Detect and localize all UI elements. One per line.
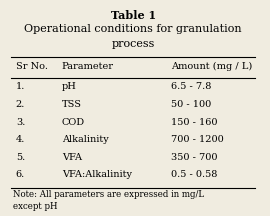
Text: TSS: TSS bbox=[62, 100, 82, 109]
Text: process: process bbox=[112, 39, 155, 49]
Text: 700 - 1200: 700 - 1200 bbox=[171, 135, 224, 144]
Text: VFA:Alkalinity: VFA:Alkalinity bbox=[62, 170, 132, 179]
Text: Sr No.: Sr No. bbox=[16, 62, 48, 71]
Text: Operational conditions for granulation: Operational conditions for granulation bbox=[24, 24, 242, 34]
Text: 6.: 6. bbox=[16, 170, 25, 179]
Text: 2.: 2. bbox=[16, 100, 25, 109]
Text: Note: All parameters are expressed in mg/L
except pH: Note: All parameters are expressed in mg… bbox=[13, 190, 204, 211]
Text: Amount (mg / L): Amount (mg / L) bbox=[171, 62, 253, 71]
Text: Alkalinity: Alkalinity bbox=[62, 135, 109, 144]
Text: 6.5 - 7.8: 6.5 - 7.8 bbox=[171, 82, 212, 91]
Text: Table 1: Table 1 bbox=[110, 10, 156, 21]
Text: 150 - 160: 150 - 160 bbox=[171, 118, 218, 127]
Text: 3.: 3. bbox=[16, 118, 25, 127]
Text: VFA: VFA bbox=[62, 153, 82, 162]
Text: COD: COD bbox=[62, 118, 85, 127]
Text: 350 - 700: 350 - 700 bbox=[171, 153, 218, 162]
Text: 0.5 - 0.58: 0.5 - 0.58 bbox=[171, 170, 218, 179]
Text: 1.: 1. bbox=[16, 82, 25, 91]
Text: Parameter: Parameter bbox=[62, 62, 114, 71]
Text: 4.: 4. bbox=[16, 135, 25, 144]
Text: pH: pH bbox=[62, 82, 77, 91]
Text: 50 - 100: 50 - 100 bbox=[171, 100, 212, 109]
Text: 5.: 5. bbox=[16, 153, 25, 162]
